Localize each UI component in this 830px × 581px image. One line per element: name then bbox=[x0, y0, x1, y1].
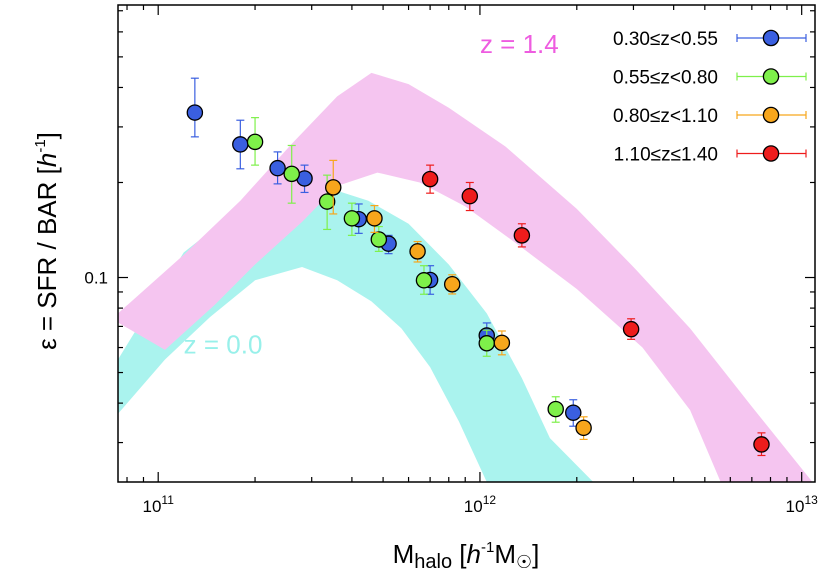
x-axis-label-main: M bbox=[393, 539, 415, 569]
series-2 bbox=[246, 117, 564, 423]
legend-marker bbox=[762, 29, 780, 47]
points-layer bbox=[186, 77, 770, 457]
x-tick-label-exp: 11 bbox=[161, 493, 174, 507]
legend-label: 0.80≤z<1.10 bbox=[613, 106, 718, 127]
data-point bbox=[575, 419, 592, 437]
y-axis-label-main: ε = SFR / BAR [ bbox=[32, 166, 62, 350]
x-tick-label-exp: 13 bbox=[804, 493, 818, 507]
legend-entry-1: 0.30≤z<0.55 bbox=[613, 29, 807, 50]
y-axis-label: ε = SFR / BAR [h-1] bbox=[32, 132, 62, 350]
x-axis-label-sup: -1 bbox=[481, 539, 494, 556]
data-point bbox=[421, 170, 439, 188]
x-tick-label-base: 10 bbox=[786, 497, 805, 516]
legend-entry-4: 1.10≤z≤1.40 bbox=[614, 145, 807, 166]
data-point bbox=[461, 187, 479, 205]
data-point bbox=[366, 210, 383, 227]
x-axis-label-sun: ☉ bbox=[516, 552, 532, 572]
x-tick-label: 1011 bbox=[143, 493, 175, 516]
band-label-z-0-0: z = 0.0 bbox=[184, 329, 263, 359]
legend-marker bbox=[762, 68, 780, 85]
x-tick-label-base: 10 bbox=[143, 497, 162, 516]
x-tick-label-base: 10 bbox=[464, 497, 483, 516]
legend-marker bbox=[762, 106, 780, 124]
data-point bbox=[318, 193, 336, 210]
x-axis-label-close: ] bbox=[532, 539, 539, 569]
legend-label: 0.30≤z<0.55 bbox=[613, 29, 718, 50]
x-axis-label-unit: M bbox=[494, 539, 516, 569]
data-point bbox=[409, 243, 426, 260]
legend-label: 1.10≤z≤1.40 bbox=[614, 145, 718, 166]
legend: 0.30≤z<0.55 0.55≤z<0.80 0.80≤z<1.10 1.10≤z≤… bbox=[613, 29, 807, 166]
x-axis-label: Mhalo [h-1M☉] bbox=[393, 539, 540, 573]
x-axis-label-sub: halo bbox=[414, 551, 452, 573]
data-point bbox=[246, 133, 264, 151]
data-point bbox=[370, 231, 388, 248]
data-point bbox=[269, 159, 286, 177]
y-tick-label: 0.1 bbox=[84, 269, 108, 288]
x-tick-label-exp: 12 bbox=[483, 493, 497, 507]
data-point bbox=[232, 136, 249, 153]
data-point bbox=[283, 165, 300, 183]
y-axis-label-h: h bbox=[32, 153, 62, 167]
x-axis-label-open: [ bbox=[452, 539, 467, 569]
data-point bbox=[547, 400, 564, 418]
band-labels-layer: z = 0.0 z = 1.4 bbox=[184, 29, 559, 360]
data-point bbox=[622, 320, 640, 338]
data-point bbox=[415, 272, 433, 289]
y-axis-label-sup: -1 bbox=[32, 139, 49, 152]
data-point bbox=[493, 334, 511, 352]
plot-frame bbox=[117, 4, 816, 483]
band-label-z-1-4: z = 1.4 bbox=[480, 29, 559, 59]
legend-entry-2: 0.55≤z<0.80 bbox=[613, 68, 807, 89]
x-tick-label: 1012 bbox=[464, 493, 497, 516]
data-point bbox=[513, 227, 531, 244]
legend-label: 0.55≤z<0.80 bbox=[613, 68, 718, 89]
data-point bbox=[478, 335, 496, 352]
x-axis-label-h: h bbox=[467, 539, 481, 569]
series-3 bbox=[324, 159, 592, 441]
x-tick-label: 1013 bbox=[786, 493, 819, 516]
data-point bbox=[565, 404, 582, 421]
data-point bbox=[753, 436, 770, 453]
series-4 bbox=[421, 164, 770, 457]
data-point bbox=[324, 179, 342, 196]
data-point bbox=[443, 276, 461, 293]
data-point bbox=[186, 104, 204, 121]
legend-entry-3: 0.80≤z<1.10 bbox=[613, 106, 807, 127]
legend-marker bbox=[762, 145, 780, 162]
data-point bbox=[343, 210, 361, 227]
y-axis-label-close: ] bbox=[32, 132, 62, 139]
